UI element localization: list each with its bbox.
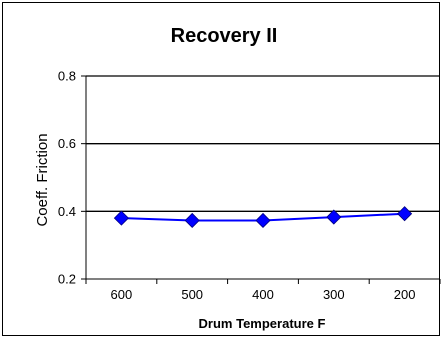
x-axis-label: Drum Temperature F	[199, 316, 326, 331]
x-tick-label: 400	[252, 287, 274, 302]
data-point-marker	[184, 212, 200, 229]
y-tick-label: 0.8	[58, 69, 76, 84]
y-tick-label: 0.2	[58, 272, 76, 287]
x-tick-label: 300	[323, 287, 345, 302]
chart-border	[2, 2, 440, 336]
y-axis-label: Coeff. Friction	[34, 133, 51, 226]
chart-title: Recovery II	[171, 25, 278, 47]
y-tick-label: 0.6	[58, 136, 76, 151]
data-point-marker	[326, 209, 342, 225]
x-tick-label: 600	[111, 287, 133, 302]
data-point-marker	[113, 210, 129, 226]
data-point-marker	[397, 206, 413, 222]
x-tick-label: 500	[181, 287, 203, 302]
data-point-marker	[255, 212, 271, 229]
y-tick-label: 0.4	[58, 204, 76, 219]
x-tick-label: 200	[394, 287, 416, 302]
